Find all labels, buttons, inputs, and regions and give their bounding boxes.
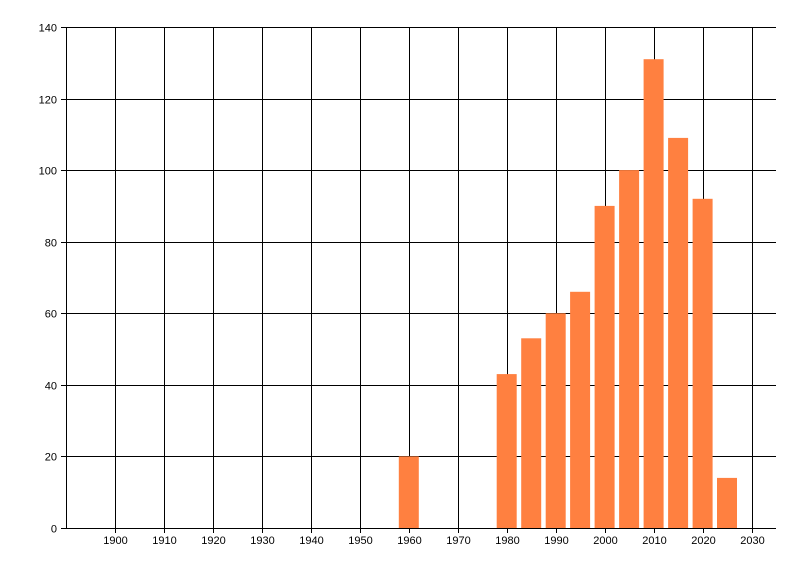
bar (668, 137, 689, 528)
axes (61, 27, 776, 533)
y-tick-label: 60 (45, 309, 57, 321)
bar (545, 313, 566, 528)
x-tick-label: 1940 (299, 535, 323, 547)
x-tick-labels: 1900 1910 1920 1930 1940 1950 1960 1970 1980 1990… (103, 535, 764, 547)
grid-lines (66, 27, 776, 529)
y-tick-label: 140 (39, 23, 57, 35)
x-tick-label: 2010 (642, 535, 666, 547)
x-tick-label: 1930 (250, 535, 274, 547)
bar (521, 338, 542, 528)
bar (619, 170, 640, 528)
y-tick-label: 40 (45, 381, 57, 393)
x-tick-label: 1960 (397, 535, 421, 547)
bar (398, 456, 419, 528)
y-tick-label: 100 (39, 166, 57, 178)
y-tick-label: 0 (51, 524, 57, 536)
bar (692, 198, 713, 529)
y-tick-labels: 0 20 40 60 80 100 120 140 (39, 23, 57, 536)
x-tick-label: 1910 (152, 535, 176, 547)
x-tick-label: 1980 (495, 535, 519, 547)
x-tick-label: 1900 (103, 535, 127, 547)
x-tick-label: 2030 (740, 535, 764, 547)
bar (594, 205, 615, 528)
y-tick-label: 20 (45, 452, 57, 464)
bar (496, 374, 517, 528)
bar (717, 477, 737, 528)
x-tick-label: 2000 (593, 535, 617, 547)
x-tick-label: 1970 (446, 535, 470, 547)
bar (643, 59, 664, 528)
bar (570, 291, 591, 528)
y-tick-label: 120 (39, 95, 57, 107)
x-tick-label: 1990 (544, 535, 568, 547)
x-tick-label: 1920 (201, 535, 225, 547)
y-tick-label: 80 (45, 238, 57, 250)
x-tick-label: 1950 (348, 535, 372, 547)
x-tick-label: 2020 (691, 535, 715, 547)
bars (398, 59, 737, 529)
